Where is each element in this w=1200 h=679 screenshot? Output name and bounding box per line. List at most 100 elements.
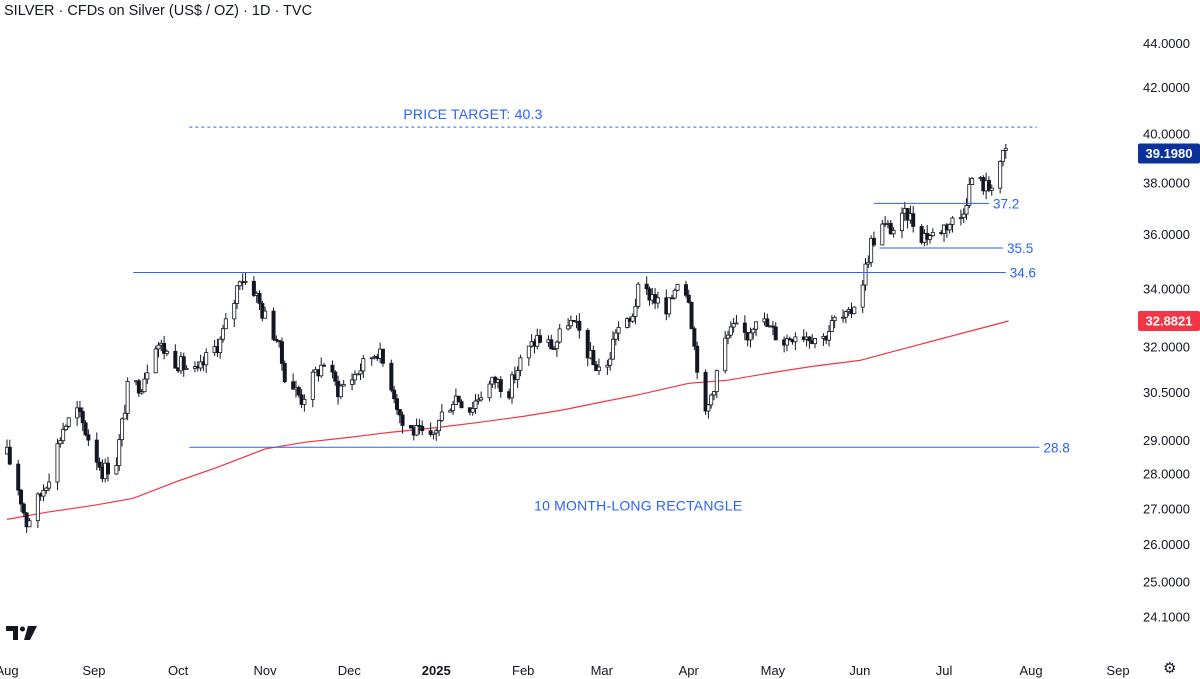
x-tick-label: Apr	[679, 663, 700, 678]
level-label: 35.5	[1007, 241, 1033, 256]
candle-body	[16, 463, 21, 491]
candle-body	[712, 391, 717, 396]
candle-body	[964, 205, 969, 215]
candle-body	[414, 425, 419, 436]
candle-body	[947, 223, 952, 231]
y-tick-label: 25.0000	[1143, 575, 1190, 590]
candle-body	[880, 223, 885, 246]
y-tick-label: 28.0000	[1143, 467, 1190, 482]
candle-body	[145, 372, 150, 380]
candle-body	[97, 461, 102, 468]
candle-body	[784, 338, 789, 346]
price-axis[interactable]: 44.0000 42.0000 40.0000 38.0000 36.0000 34.00…	[1143, 36, 1190, 625]
candle-body	[754, 321, 759, 330]
candle-body	[204, 352, 209, 366]
candle-body	[47, 481, 52, 489]
candle-body	[557, 328, 562, 343]
candle-body	[417, 425, 422, 427]
annotations-layer: 10 MONTH-LONG RECTANGLE	[534, 497, 742, 513]
candle-body	[19, 489, 24, 505]
candle-body	[251, 280, 256, 296]
candle-body	[7, 446, 12, 465]
y-tick-label: 40.0000	[1143, 127, 1190, 142]
candle-body	[787, 338, 792, 341]
candle-body	[120, 418, 125, 441]
candle-body	[142, 378, 147, 393]
candle-body	[24, 512, 29, 528]
candle-body	[695, 345, 700, 373]
candle-body	[35, 493, 40, 522]
price-badge	[1138, 310, 1200, 331]
x-tick-label: Jun	[849, 663, 870, 678]
candle-body	[989, 187, 994, 191]
candle-body	[397, 408, 402, 416]
candle-body	[742, 322, 747, 333]
candle-body	[731, 323, 736, 328]
candle-body	[296, 387, 301, 396]
candle-body	[173, 350, 178, 369]
candle-body	[58, 440, 63, 445]
candle-body	[827, 331, 832, 341]
candle-body	[122, 412, 127, 420]
y-tick-label: 34.0000	[1143, 282, 1190, 297]
candle-body	[860, 284, 865, 308]
candle-body	[866, 261, 871, 265]
x-tick-label: Feb	[512, 663, 534, 678]
candle-body	[279, 341, 284, 364]
candle-body	[106, 462, 111, 475]
x-tick-label: Aug	[1019, 663, 1042, 678]
candle-body	[596, 366, 601, 372]
candle-body	[380, 348, 385, 364]
candle-body	[770, 325, 775, 328]
level-label: 34.6	[1010, 265, 1036, 280]
candle-body	[451, 404, 456, 412]
candle-body	[911, 213, 916, 227]
candle-body	[114, 465, 119, 475]
settings-gear-icon[interactable]: ⚙	[1163, 660, 1177, 677]
candle-body	[235, 285, 240, 304]
candle-body	[891, 230, 896, 235]
x-tick-label: 2025	[422, 663, 451, 678]
candle-body	[448, 410, 453, 413]
candle-body	[153, 348, 158, 374]
candle-body	[958, 217, 963, 219]
candle-body	[277, 340, 282, 343]
candle-body	[80, 411, 85, 424]
candle-body	[1003, 148, 1008, 151]
candle-body	[986, 180, 991, 191]
candle-body	[813, 338, 818, 345]
price-badges: 39.1980 32.8821	[1138, 143, 1200, 331]
annotation-label: 10 MONTH-LONG RECTANGLE	[534, 497, 742, 513]
candle-body	[692, 328, 697, 347]
candle-body	[322, 364, 327, 367]
candle-body	[888, 222, 893, 235]
candle-body	[961, 213, 966, 218]
candle-body	[672, 289, 677, 299]
candle-body	[526, 345, 531, 359]
y-tick-label: 44.0000	[1143, 36, 1190, 51]
candle-body	[117, 439, 122, 466]
x-tick-label: Mar	[591, 663, 614, 678]
candle-body	[630, 315, 635, 322]
candle-body	[431, 432, 436, 435]
candle-body	[355, 373, 360, 376]
candle-body	[83, 422, 88, 436]
tradingview-logo-icon[interactable]	[6, 624, 38, 642]
candle-body	[807, 336, 812, 342]
candle-body	[683, 284, 688, 296]
y-tick-label: 36.0000	[1143, 227, 1190, 242]
candle-body	[389, 362, 394, 391]
time-axis[interactable]: Aug Sep Oct Nov Dec 2025 Feb Mar Apr May Jun Jul Aug…	[0, 663, 1130, 678]
candle-body	[655, 297, 660, 304]
candle-body	[686, 294, 691, 303]
candle-body	[27, 520, 32, 528]
candle-body	[420, 425, 425, 432]
candle-body	[726, 334, 731, 339]
candle-body	[611, 338, 616, 360]
candle-body	[728, 326, 733, 336]
candle-body	[319, 364, 324, 377]
candle-body	[61, 429, 66, 442]
candle-body	[156, 344, 161, 350]
candle-body	[970, 178, 975, 185]
